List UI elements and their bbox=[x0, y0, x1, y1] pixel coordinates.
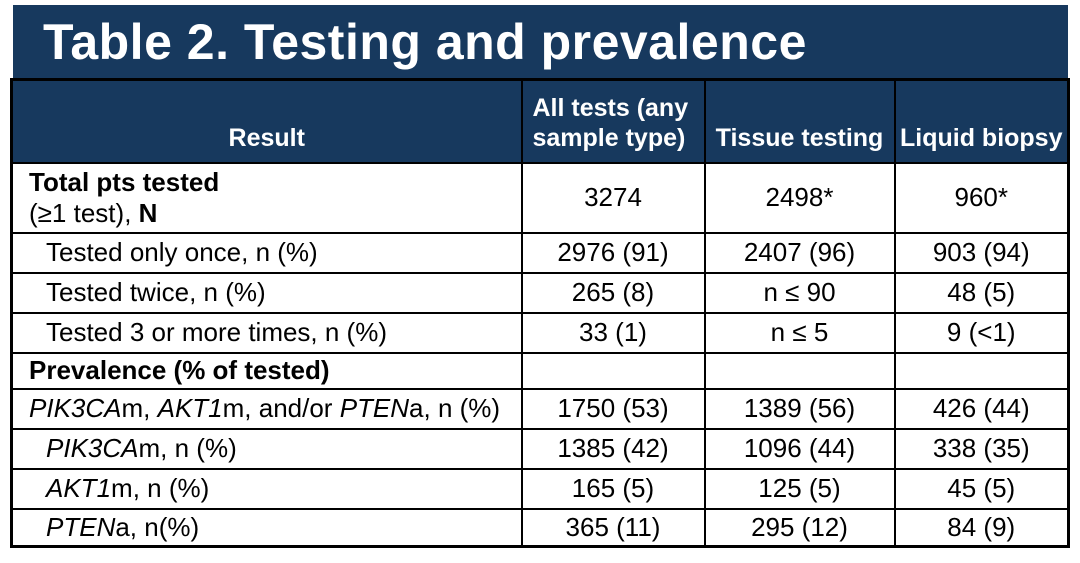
table-row-prevalence-section: Prevalence (% of tested) bbox=[10, 351, 1070, 390]
cell-ptena-all-tests: 365 (11) bbox=[520, 507, 706, 548]
row-label-any-alteration: PIK3CAm, AKT1m, and/or PTENa, n (%) bbox=[10, 387, 523, 430]
row-label-akt1m: AKT1m, n (%) bbox=[10, 467, 523, 510]
table-row-tested-three-plus: Tested 3 or more times, n (%) 33 (1) n ≤… bbox=[10, 311, 1070, 354]
table-row-tested-once: Tested only once, n (%) 2976 (91) 2407 (… bbox=[10, 231, 1070, 274]
cell-akt1m-all-tests: 165 (5) bbox=[520, 467, 706, 510]
table-title-bar: Table 2. Testing and prevalence bbox=[13, 5, 1068, 78]
cell-prevalence-liquid-empty bbox=[893, 351, 1070, 390]
cell-threeplus-tissue: n ≤ 5 bbox=[703, 311, 896, 354]
cell-total-liquid: 960* bbox=[893, 161, 1070, 234]
cell-total-tissue: 2498* bbox=[703, 161, 896, 234]
cell-once-liquid: 903 (94) bbox=[893, 231, 1070, 274]
row-label-tested-twice: Tested twice, n (%) bbox=[10, 271, 523, 314]
table-row-pik3cam: PIK3CAm, n (%) 1385 (42) 1096 (44) 338 (… bbox=[10, 427, 1070, 470]
cell-pik3cam-tissue: 1096 (44) bbox=[703, 427, 896, 470]
cell-twice-tissue: n ≤ 90 bbox=[703, 271, 896, 314]
row-label-ptena: PTENa, n(%) bbox=[10, 507, 523, 548]
table-row-total-pts-tested: Total pts tested (≥1 test), N 3274 2498* … bbox=[10, 161, 1070, 234]
cell-pik3cam-all-tests: 1385 (42) bbox=[520, 427, 706, 470]
cell-twice-liquid: 48 (5) bbox=[893, 271, 1070, 314]
cell-prevalence-all-tests-empty bbox=[520, 351, 706, 390]
cell-prevalence-tissue-empty bbox=[703, 351, 896, 390]
column-header-tissue-testing: Tissue testing bbox=[703, 78, 896, 164]
row-label-total-pts-tested: Total pts tested (≥1 test), N bbox=[10, 161, 523, 234]
cell-akt1m-tissue: 125 (5) bbox=[703, 467, 896, 510]
testing-prevalence-table: Result All tests (any sample type) Tissu… bbox=[10, 78, 1070, 548]
column-header-liquid-biopsy: Liquid biopsy bbox=[893, 78, 1070, 164]
cell-any-liquid: 426 (44) bbox=[893, 387, 1070, 430]
column-header-result: Result bbox=[10, 78, 523, 164]
cell-once-tissue: 2407 (96) bbox=[703, 231, 896, 274]
cell-threeplus-all-tests: 33 (1) bbox=[520, 311, 706, 354]
cell-threeplus-liquid: 9 (<1) bbox=[893, 311, 1070, 354]
table-row-ptena: PTENa, n(%) 365 (11) 295 (12) 84 (9) bbox=[10, 507, 1070, 548]
header-row: Result All tests (any sample type) Tissu… bbox=[10, 78, 1070, 164]
cell-ptena-tissue: 295 (12) bbox=[703, 507, 896, 548]
table-row-tested-twice: Tested twice, n (%) 265 (8) n ≤ 90 48 (5… bbox=[10, 271, 1070, 314]
table-figure: Table 2. Testing and prevalence Result A… bbox=[10, 5, 1070, 548]
cell-total-all-tests: 3274 bbox=[520, 161, 706, 234]
row-label-tested-three-plus: Tested 3 or more times, n (%) bbox=[10, 311, 523, 354]
cell-any-all-tests: 1750 (53) bbox=[520, 387, 706, 430]
column-header-all-tests: All tests (any sample type) bbox=[520, 78, 706, 164]
cell-any-tissue: 1389 (56) bbox=[703, 387, 896, 430]
table-title: Table 2. Testing and prevalence bbox=[43, 13, 807, 70]
cell-pik3cam-liquid: 338 (35) bbox=[893, 427, 1070, 470]
table-row-akt1m: AKT1m, n (%) 165 (5) 125 (5) 45 (5) bbox=[10, 467, 1070, 510]
cell-twice-all-tests: 265 (8) bbox=[520, 271, 706, 314]
cell-once-all-tests: 2976 (91) bbox=[520, 231, 706, 274]
table-row-any-alteration: PIK3CAm, AKT1m, and/or PTENa, n (%) 1750… bbox=[10, 387, 1070, 430]
row-label-prevalence-section: Prevalence (% of tested) bbox=[10, 351, 523, 390]
row-label-pik3cam: PIK3CAm, n (%) bbox=[10, 427, 523, 470]
cell-akt1m-liquid: 45 (5) bbox=[893, 467, 1070, 510]
row-label-tested-once: Tested only once, n (%) bbox=[10, 231, 523, 274]
cell-ptena-liquid: 84 (9) bbox=[893, 507, 1070, 548]
